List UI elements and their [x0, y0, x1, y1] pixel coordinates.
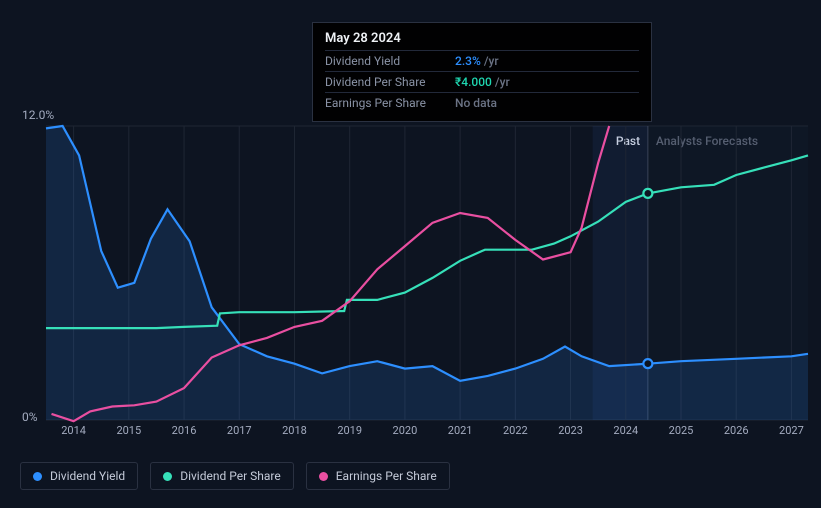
x-tick-label: 2024 — [613, 424, 638, 437]
tooltip-date: May 28 2024 — [325, 31, 639, 50]
y-axis-max-label: 12.0% — [22, 108, 54, 122]
chart-svg — [46, 126, 808, 420]
x-tick-label: 2018 — [282, 424, 307, 437]
legend-dot-icon — [319, 472, 328, 481]
legend-item[interactable]: Dividend Per Share — [150, 462, 294, 490]
chart-plot[interactable] — [46, 126, 808, 420]
tooltip-rows: Dividend Yield2.3%/yrDividend Per Share₹… — [325, 50, 639, 113]
x-axis-ticks: 2014 2015 2016 2017 2018 2019 2020 2021 2022 2023… — [46, 424, 808, 442]
legend-label: Earnings Per Share — [336, 469, 437, 483]
x-tick-label: 2022 — [503, 424, 528, 437]
x-tick-label: 2026 — [724, 424, 749, 437]
legend-dot-icon — [33, 472, 42, 481]
legend-item[interactable]: Earnings Per Share — [306, 462, 450, 490]
x-tick-label: 2020 — [393, 424, 418, 437]
legend-dot-icon — [163, 472, 172, 481]
x-tick-label: 2015 — [116, 424, 141, 437]
x-tick-label: 2021 — [448, 424, 473, 437]
x-tick-label: 2025 — [669, 424, 694, 437]
x-tick-label: 2027 — [779, 424, 804, 437]
tooltip-row-unit: /yr — [495, 75, 510, 89]
tooltip-row: Dividend Per Share₹4.000/yr — [325, 71, 639, 92]
chart-legend: Dividend Yield Dividend Per Share Earnings… — [20, 462, 450, 490]
x-tick-label: 2023 — [558, 424, 583, 437]
tooltip-row-value: 2.3%/yr — [455, 54, 499, 68]
y-axis-min-label: 0% — [22, 410, 38, 424]
tooltip-row-value: ₹4.000/yr — [455, 75, 510, 89]
tooltip-row-unit: /yr — [484, 54, 499, 68]
tooltip-row-label: Dividend Yield — [325, 54, 455, 68]
series-marker — [643, 359, 652, 368]
chart-tooltip: May 28 2024 Dividend Yield2.3%/yrDividen… — [312, 22, 652, 122]
chart-area: 12.0% 0% Past Analysts Forecasts 2014201… — [0, 100, 821, 460]
legend-item[interactable]: Dividend Yield — [20, 462, 138, 490]
x-tick-label: 2019 — [337, 424, 362, 437]
x-tick-label: 2017 — [227, 424, 252, 437]
x-tick-label: 2014 — [61, 424, 86, 437]
series-marker — [643, 189, 652, 198]
tooltip-row-label: Earnings Per Share — [325, 96, 455, 110]
tooltip-row-value: No data — [455, 96, 497, 110]
tooltip-row-label: Dividend Per Share — [325, 75, 455, 89]
tooltip-row: Earnings Per ShareNo data — [325, 92, 639, 113]
tooltip-row: Dividend Yield2.3%/yr — [325, 50, 639, 71]
legend-label: Dividend Per Share — [180, 469, 281, 483]
x-tick-label: 2016 — [172, 424, 197, 437]
legend-label: Dividend Yield — [50, 469, 125, 483]
